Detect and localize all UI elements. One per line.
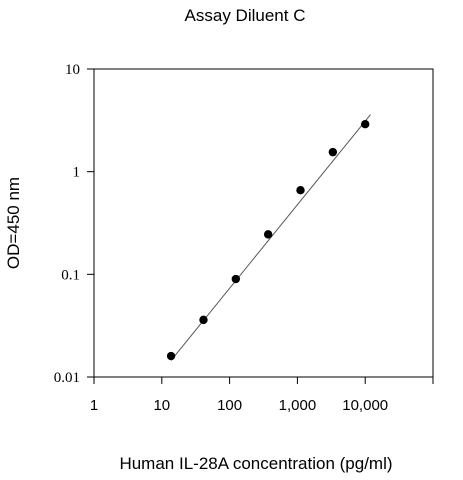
y-tick-label: 10 xyxy=(65,62,80,78)
data-point xyxy=(166,351,176,361)
data-point xyxy=(231,274,241,284)
x-axis-ticks: 1 10 100 1,000 10,000 xyxy=(90,377,434,414)
data-point xyxy=(296,185,305,195)
data-point xyxy=(263,230,273,239)
y-axis-label: OD=450 nm xyxy=(4,177,23,269)
x-tick-label: 100 xyxy=(217,397,242,414)
data-point xyxy=(328,147,338,157)
x-tick-label: 10,000 xyxy=(342,397,388,414)
plot-area-frame xyxy=(93,68,434,378)
y-axis-ticks: 0.01 0.1 1 10 xyxy=(54,62,94,386)
data-point xyxy=(199,315,208,325)
data-points xyxy=(166,119,370,361)
y-tick-label: 0.01 xyxy=(54,370,80,386)
data-point xyxy=(361,119,370,129)
x-tick-label: 10 xyxy=(153,397,170,414)
x-axis-label: Human IL-28A concentration (pg/ml) xyxy=(119,454,392,473)
y-tick-label: 1 xyxy=(73,165,81,181)
x-tick-label: 1 xyxy=(90,397,98,414)
x-tick-label: 1,000 xyxy=(279,397,317,414)
y-tick-label: 0.1 xyxy=(61,267,80,283)
chart-title: Assay Diluent C xyxy=(185,6,306,25)
